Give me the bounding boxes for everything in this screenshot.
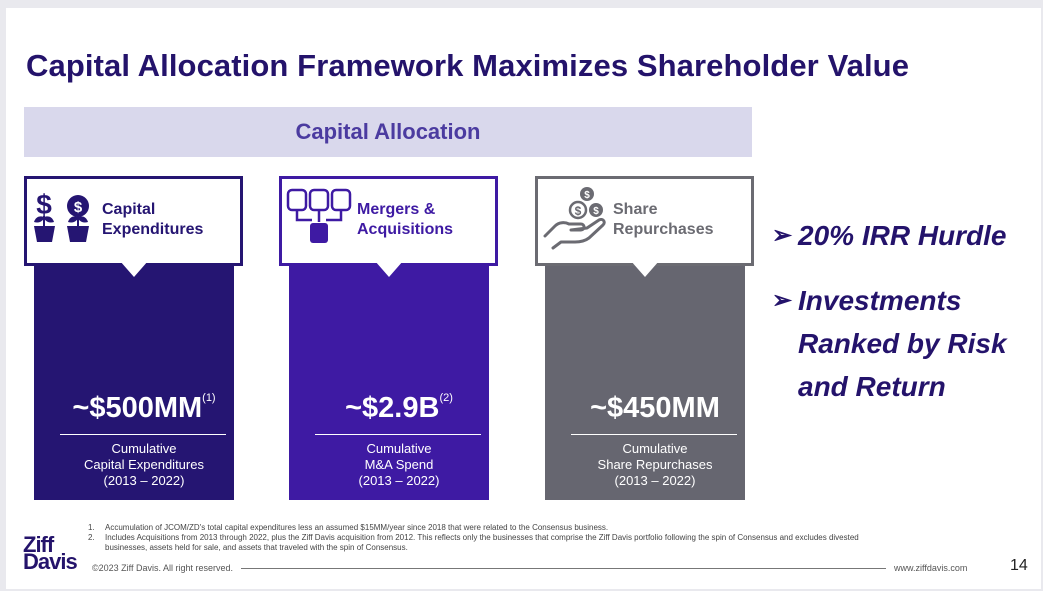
capex-caption: Capital Expenditures: [102, 201, 204, 238]
svg-text:$: $: [575, 204, 582, 218]
page-number: 14: [1010, 557, 1028, 574]
svg-text:$: $: [593, 206, 599, 217]
repurchase-caption: Share Repurchases: [613, 201, 714, 238]
bullet-irr-hurdle: ➢ 20% IRR Hurdle: [772, 214, 1007, 257]
repurchase-callout: [535, 176, 754, 266]
ziff-davis-logo: Ziff Davis: [23, 532, 78, 574]
divider: [60, 434, 226, 435]
svg-text:$: $: [584, 190, 590, 201]
copyright: ©2023 Ziff Davis. All right reserved.: [92, 563, 234, 573]
repurchase-amount: ~$450MM: [590, 392, 720, 424]
slide-title: Capital Allocation Framework Maximizes S…: [26, 48, 910, 83]
bullet-investments-ranked: ➢ Investments Ranked by Risk and Return: [772, 279, 1007, 408]
footnote-ref: (2): [439, 392, 453, 404]
repurchase-column: ~$450MM Cumulative Share Repurchases (20…: [535, 176, 765, 500]
callout-pointer: [375, 261, 403, 277]
capex-callout: [24, 176, 243, 266]
website-url: www.ziffdavis.com: [894, 563, 968, 573]
mna-column: ~$2.9B(2) Cumulative M&A Spend (2013 – 2…: [279, 176, 509, 500]
footer-divider: [241, 568, 886, 569]
money-plant-icon: $ $: [34, 189, 89, 242]
capex-panel: ~$500MM(1) Cumulative Capital Expenditur…: [34, 236, 234, 500]
svg-text:$: $: [74, 199, 83, 216]
hand-coins-icon: $ $ $: [543, 187, 606, 250]
arrow-bullet-icon: ➢: [772, 222, 793, 249]
svg-text:$: $: [36, 189, 52, 220]
mna-caption: Mergers & Acquisitions: [357, 201, 454, 238]
capex-column: ~$500MM(1) Cumulative Capital Expenditur…: [24, 176, 254, 500]
footnote-ref: (1): [202, 392, 216, 404]
divider: [571, 434, 737, 435]
mna-description: Cumulative M&A Spend (2013 – 2022): [358, 441, 440, 488]
callout-pointer: [120, 261, 148, 277]
footnotes: 1. Accumulation of JCOM/ZD's total capit…: [88, 523, 888, 553]
mna-panel: ~$2.9B(2) Cumulative M&A Spend (2013 – 2…: [289, 236, 489, 500]
repurchase-description: Cumulative Share Repurchases (2013 – 202…: [597, 441, 713, 488]
mna-amount: ~$2.9B(2): [345, 392, 453, 424]
key-points: ➢ 20% IRR Hurdle ➢ Investments Ranked by…: [772, 214, 1007, 408]
footnote-1: 1. Accumulation of JCOM/ZD's total capit…: [88, 523, 609, 532]
capex-description: Cumulative Capital Expenditures (2013 – …: [84, 441, 204, 488]
callout-pointer: [631, 261, 659, 277]
capital-allocation-band: Capital Allocation: [24, 107, 752, 157]
merge-boxes-icon: [286, 188, 352, 243]
divider: [315, 434, 481, 435]
footnote-2: 2. Includes Acquisitions from 2013 throu…: [88, 533, 859, 552]
arrow-bullet-icon: ➢: [772, 287, 793, 314]
slide: Capital Allocation Framework Maximizes S…: [6, 8, 1041, 589]
repurchase-panel: ~$450MM Cumulative Share Repurchases (20…: [545, 236, 745, 500]
capex-amount: ~$500MM(1): [72, 392, 216, 424]
